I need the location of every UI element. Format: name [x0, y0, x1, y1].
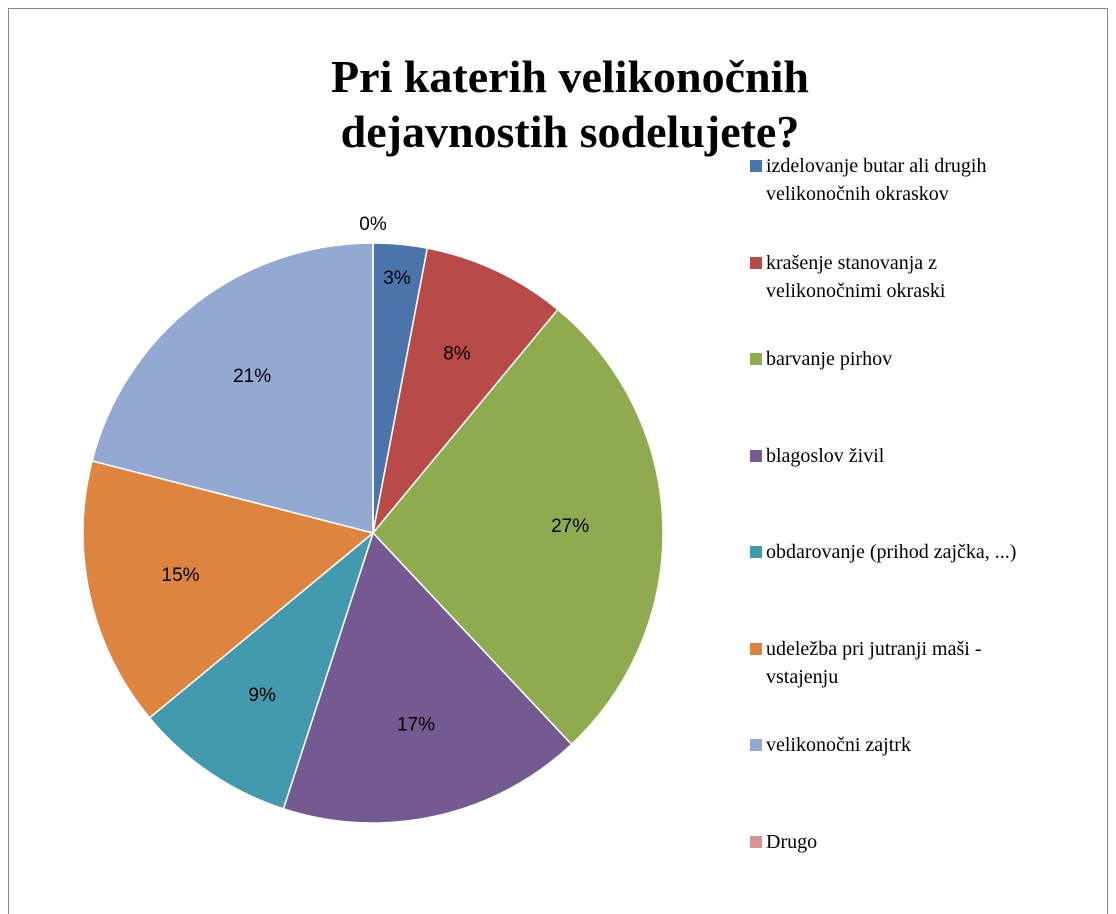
legend-item: obdarovanje (prihod zajčka, ...) [750, 538, 1095, 566]
pie-slice [372, 247, 559, 534]
legend-label: krašenje stanovanja z velikonočnimi okra… [766, 251, 946, 302]
legend-label: obdarovanje (prihod zajčka, ...) [766, 541, 1017, 563]
pie-slice [372, 308, 664, 746]
legend-swatch [750, 835, 762, 848]
pie-slice [148, 530, 375, 810]
data-label: 3% [383, 268, 411, 289]
legend-swatch [750, 739, 762, 751]
frame [8, 8, 1108, 914]
legend-label: Drugo [766, 830, 818, 853]
legend-label: izdelovanje butar ali drugih velikonočni… [766, 155, 987, 205]
legend-item: izdelovanje butar ali drugih velikonočni… [750, 152, 1055, 208]
data-label: 17% [397, 714, 435, 735]
legend-swatch [750, 546, 762, 558]
legend-swatch [750, 256, 762, 269]
chart-title: Pri katerih velikonočnih dejavnostih sode… [331, 51, 809, 157]
legend-item: udeležba pri jutranji maši - vstajenju [750, 635, 1055, 691]
pie-slice [82, 459, 375, 719]
legend-label: barvanje pirhov [766, 348, 893, 370]
data-label: 8% [443, 344, 471, 365]
legend-item: Drugo [750, 828, 1095, 856]
legend-swatch [750, 449, 762, 462]
data-label: 27% [551, 516, 589, 537]
legend-item: barvanje pirhov [750, 345, 1095, 373]
legend-swatch [750, 353, 762, 365]
data-label: 9% [248, 685, 276, 706]
legend-swatch [750, 642, 762, 655]
legend-label: udeležba pri jutranji maši - vstajenju [766, 637, 982, 688]
legend-item: velikonočni zajtrk [750, 731, 1095, 759]
legend-swatch [750, 160, 762, 172]
data-label: 21% [233, 366, 271, 387]
legend-item: blagoslov živil [750, 442, 1095, 470]
legend-label: velikonočni zajtrk [766, 734, 911, 756]
pie-slice [282, 531, 573, 824]
data-label: 15% [162, 565, 200, 586]
data-label: 0% [359, 214, 387, 235]
legend-item: krašenje stanovanja z velikonočnimi okra… [750, 249, 1055, 305]
legend-label: blagoslov živil [766, 444, 885, 467]
pie-slice [91, 242, 374, 534]
